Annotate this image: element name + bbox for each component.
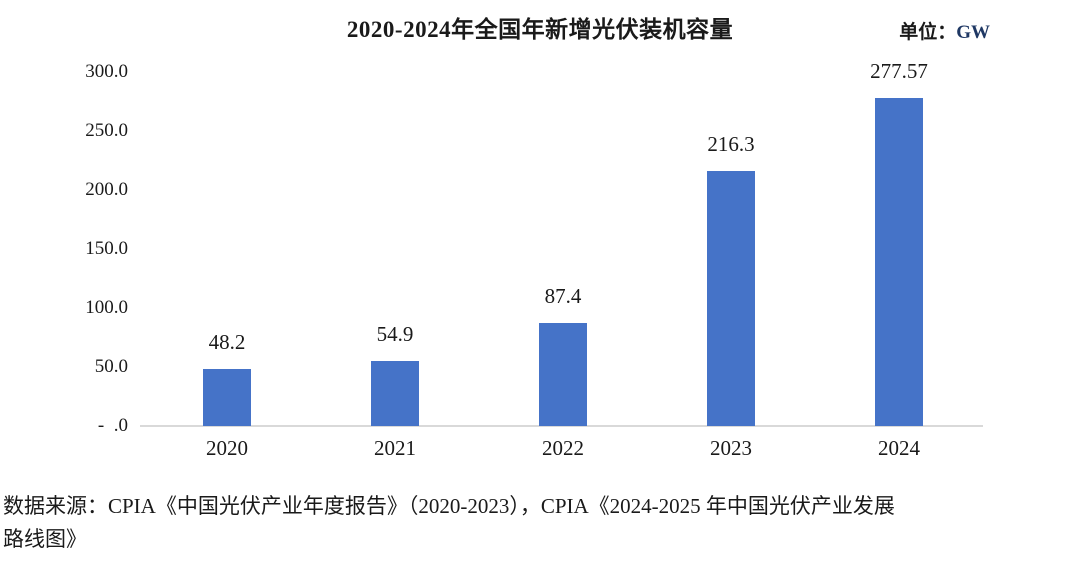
- unit-value: GW: [956, 22, 990, 43]
- bar-2024: [875, 98, 923, 426]
- bar-value-label-2022: 87.4: [544, 284, 582, 308]
- bar-value-label-2023: 216.3: [707, 132, 755, 156]
- y-axis-tick-label: 250.0: [85, 120, 128, 141]
- y-axis-tick-label: - .0: [97, 415, 128, 436]
- x-axis-label-2022: 2022: [542, 436, 584, 460]
- x-axis-label-2023: 2023: [710, 436, 752, 460]
- unit-prefix: 单位：: [899, 22, 957, 43]
- x-axis-label-2021: 2021: [374, 436, 416, 460]
- y-axis-tick-label: 300.0: [85, 61, 128, 82]
- y-axis-tick-label: 100.0: [85, 297, 128, 318]
- bar-2021: [371, 361, 419, 426]
- x-axis-label-2020: 2020: [206, 436, 248, 460]
- source-note-line2: 路线图》: [3, 527, 87, 551]
- bar-value-label-2021: 54.9: [376, 322, 414, 346]
- chart-title: 2020-2024年全国年新增光伏装机容量: [346, 17, 734, 42]
- bar-value-label-2020: 48.2: [208, 330, 246, 354]
- y-axis-tick-label: 200.0: [85, 179, 128, 200]
- y-axis-tick-label: 150.0: [85, 238, 128, 259]
- y-axis-tick-label: 50.0: [94, 356, 128, 377]
- x-axis-label-2024: 2024: [878, 436, 920, 460]
- source-note: 数据来源：CPIA《中国光伏产业年度报告》（2020-2023），CPIA《20…: [3, 490, 1077, 556]
- source-note-line1: 数据来源：CPIA《中国光伏产业年度报告》（2020-2023），CPIA《20…: [3, 494, 895, 518]
- unit-label: 单位：GW: [899, 17, 990, 44]
- bar-value-label-2024: 277.57: [870, 59, 928, 83]
- bar-2020: [203, 369, 251, 426]
- bar-2023: [707, 171, 755, 426]
- x-axis-line: [140, 425, 983, 427]
- bar-2022: [539, 323, 587, 426]
